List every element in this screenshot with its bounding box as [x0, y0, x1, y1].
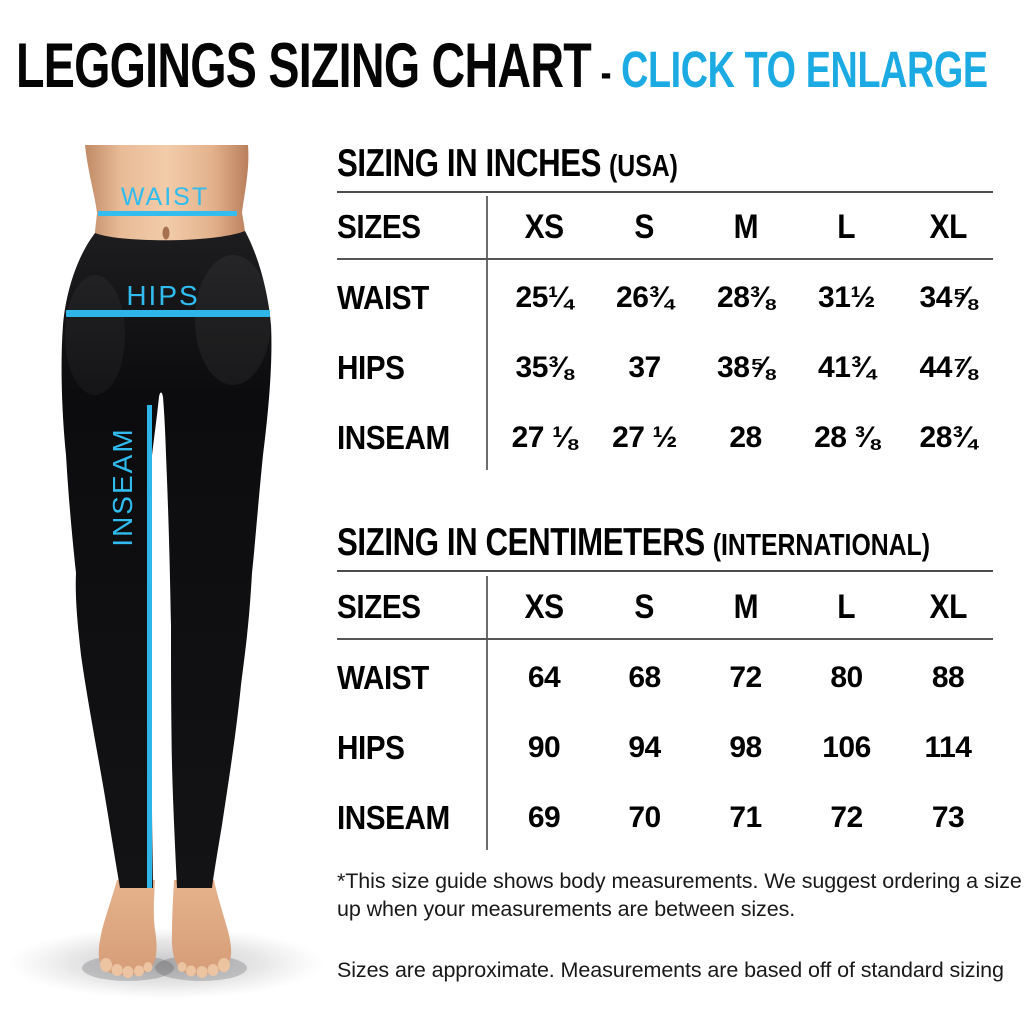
column-header-m: M: [689, 576, 790, 640]
column-header-s: S: [588, 576, 689, 640]
inseam-line: [147, 405, 152, 888]
hips-line: [66, 310, 270, 317]
size-guide-note: *This size guide shows body measurements…: [337, 868, 1022, 921]
size-value-cell: 98: [729, 730, 762, 764]
inches-section-header: SIZING IN INCHES (USA): [337, 142, 993, 193]
size-value-cell: 90: [486, 710, 588, 780]
table-row-inseam: INSEAM 69 70 71 72 73: [337, 780, 993, 850]
size-value-cell: 34⅝: [919, 280, 977, 314]
table-row-hips: HIPS 35⅜ 37 38⅝ 41¾ 44⅞: [337, 330, 993, 400]
title-dash: -: [600, 48, 612, 97]
sizing-inches-table: SIZES XS S M L XL WAIST 25¼ 26¾ 28⅜ 31½ …: [337, 196, 993, 470]
table-row-inseam: INSEAM 27 ⅛ 27 ½ 28 28 ⅜ 28¾: [337, 400, 993, 470]
leggings-model-image[interactable]: WAIST HIPS INSEAM: [0, 125, 330, 1010]
column-header-sizes: SIZES: [337, 196, 487, 260]
table-header-row: SIZES XS S M L XL: [337, 196, 993, 260]
size-value-cell: 28: [729, 420, 762, 454]
left-foot: [98, 880, 157, 976]
size-value-cell: 25¼: [486, 259, 588, 330]
size-value-cell: 71: [729, 800, 762, 834]
floor-shadow: [8, 927, 324, 999]
table-row-hips: HIPS 90 94 98 106 114: [337, 710, 993, 780]
size-value-cell: 88: [931, 660, 965, 694]
size-value-cell: 28⅜: [717, 280, 774, 314]
column-header-sizes: SIZES: [337, 576, 487, 640]
column-header-l: L: [790, 196, 891, 260]
leggings: [61, 231, 272, 888]
row-label: HIPS: [337, 728, 405, 766]
centimeters-section-region: (INTERNATIONAL): [712, 527, 930, 562]
leggings-sheen: [195, 255, 271, 385]
column-header-xs: XS: [486, 196, 588, 260]
leggings-sheen-2: [65, 275, 125, 395]
column-header-m: M: [689, 196, 790, 260]
column-header-l: L: [790, 576, 891, 640]
centimeters-section-header: SIZING IN CENTIMETERS (INTERNATIONAL): [337, 521, 993, 572]
size-value-cell: 28¾: [919, 420, 977, 454]
size-value-cell: 37: [628, 350, 661, 384]
size-value-cell: 27 ⅛: [486, 400, 588, 470]
row-label: HIPS: [337, 348, 405, 386]
size-value-cell: 70: [628, 800, 661, 834]
size-value-cell: 28 ⅜: [814, 420, 879, 454]
size-value-cell: 64: [486, 639, 588, 710]
size-value-cell: 72: [830, 800, 863, 834]
table-row-waist: WAIST 25¼ 26¾ 28⅜ 31½ 34⅝: [337, 259, 993, 330]
size-value-cell: 31½: [818, 280, 875, 314]
column-header-xl: XL: [891, 196, 993, 260]
row-label: WAIST: [337, 278, 429, 316]
toes: [100, 958, 230, 978]
size-value-cell: 68: [628, 660, 661, 694]
row-label: INSEAM: [337, 418, 450, 456]
approximation-note: Sizes are approximate. Measurements are …: [337, 957, 1004, 982]
size-value-cell: 44⅞: [919, 350, 977, 384]
column-header-xl: XL: [891, 576, 993, 640]
size-value-cell: 72: [729, 660, 762, 694]
centimeters-section-title: SIZING IN CENTIMETERS: [337, 521, 705, 564]
waist-label: WAIST: [121, 183, 209, 211]
size-value-cell: 38⅝: [717, 350, 774, 384]
inseam-label: INSEAM: [107, 427, 138, 546]
column-header-s: S: [588, 196, 689, 260]
size-value-cell: 106: [822, 730, 871, 764]
click-to-enlarge-link[interactable]: CLICK TO ENLARGE: [621, 41, 988, 98]
row-label: WAIST: [337, 658, 429, 696]
table-header-row: SIZES XS S M L XL: [337, 576, 993, 640]
torso: [85, 145, 249, 242]
size-value-cell: 27 ½: [612, 420, 677, 454]
inches-section-region: (USA): [609, 148, 678, 183]
inches-section-title: SIZING IN INCHES: [337, 142, 602, 185]
page-title-row: LEGGINGS SIZING CHART - CLICK TO ENLARGE: [16, 30, 1024, 102]
waist-line: [98, 211, 237, 216]
size-value-cell: 69: [486, 780, 588, 850]
row-label: INSEAM: [337, 798, 450, 836]
size-value-cell: 80: [830, 660, 863, 694]
size-value-cell: 73: [931, 800, 965, 834]
page-title: LEGGINGS SIZING CHART: [16, 31, 592, 101]
column-header-xs: XS: [486, 576, 588, 640]
hips-label: HIPS: [126, 280, 199, 311]
navel: [162, 226, 170, 240]
table-row-waist: WAIST 64 68 72 80 88: [337, 639, 993, 710]
size-value-cell: 114: [924, 730, 972, 764]
size-value-cell: 35⅜: [486, 330, 588, 400]
size-value-cell: 94: [628, 730, 661, 764]
size-value-cell: 26¾: [616, 280, 673, 314]
sizing-centimeters-table: SIZES XS S M L XL WAIST 64 68 72 80 88 H…: [337, 576, 993, 850]
size-value-cell: 41¾: [818, 350, 875, 384]
leggings-figure-graphic: WAIST HIPS INSEAM: [8, 145, 324, 999]
right-foot: [171, 880, 232, 975]
